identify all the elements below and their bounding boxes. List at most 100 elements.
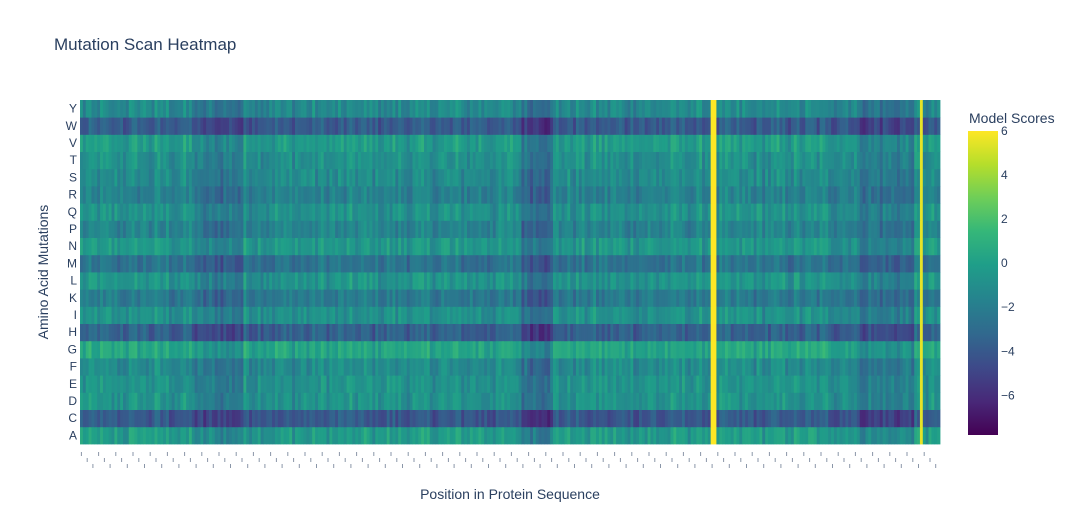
heatmap-cell bbox=[593, 220, 597, 238]
heatmap-cell bbox=[911, 272, 915, 290]
heatmap-cell bbox=[504, 392, 508, 410]
heatmap-cell bbox=[596, 237, 600, 256]
heatmap-cell bbox=[435, 358, 439, 376]
heatmap-cell bbox=[879, 220, 884, 238]
heatmap-cell bbox=[742, 358, 746, 376]
heatmap-cell bbox=[151, 340, 155, 359]
heatmap-cell bbox=[736, 203, 740, 221]
heatmap-cell bbox=[424, 237, 428, 256]
heatmap-cell bbox=[360, 254, 365, 273]
heatmap-cell bbox=[845, 409, 849, 428]
heatmap-cell bbox=[383, 306, 388, 324]
heatmap-cell bbox=[773, 237, 777, 256]
heatmap-cell bbox=[455, 168, 459, 187]
heatmap-cell bbox=[481, 289, 485, 307]
heatmap-cell bbox=[518, 340, 522, 359]
heatmap-cell bbox=[707, 168, 712, 187]
heatmap-cell bbox=[289, 272, 293, 290]
heatmap-cell bbox=[426, 289, 431, 307]
heatmap-cell bbox=[796, 306, 800, 324]
heatmap-cell bbox=[438, 306, 442, 324]
heatmap-cell bbox=[636, 426, 640, 445]
heatmap-cell bbox=[203, 168, 207, 187]
heatmap-cell bbox=[492, 306, 497, 324]
heatmap-cell bbox=[765, 323, 769, 342]
heatmap-cell bbox=[828, 375, 832, 393]
heatmap-cell bbox=[673, 358, 677, 376]
heatmap-cell bbox=[607, 272, 611, 290]
heatmap-cell bbox=[272, 272, 276, 290]
heatmap-cell bbox=[151, 272, 155, 290]
heatmap-cell bbox=[621, 392, 626, 410]
heatmap-cell bbox=[283, 272, 287, 290]
heatmap-cell bbox=[630, 323, 634, 342]
heatmap-cell bbox=[148, 340, 153, 359]
heatmap-cell bbox=[753, 323, 757, 342]
heatmap-cell bbox=[289, 392, 293, 410]
heatmap-cell bbox=[352, 306, 356, 324]
heatmap-cell bbox=[865, 358, 869, 376]
heatmap-cell bbox=[398, 203, 402, 221]
heatmap-cell bbox=[246, 186, 250, 204]
heatmap-cell bbox=[581, 168, 585, 187]
heatmap-cell bbox=[736, 375, 740, 393]
heatmap-cell bbox=[140, 254, 144, 273]
heatmap-cell bbox=[174, 289, 178, 307]
heatmap-cell bbox=[544, 306, 548, 324]
heatmap-cell bbox=[358, 375, 362, 393]
heatmap-cell bbox=[813, 375, 818, 393]
heatmap-cell bbox=[151, 392, 155, 410]
heatmap-cell bbox=[166, 323, 170, 342]
heatmap-cell bbox=[753, 426, 757, 445]
heatmap-cell bbox=[458, 272, 462, 290]
heatmap-cell bbox=[395, 186, 399, 204]
heatmap-cell bbox=[151, 409, 155, 428]
heatmap-cell bbox=[811, 254, 815, 273]
heatmap-cell bbox=[664, 306, 669, 324]
heatmap-cell bbox=[455, 151, 459, 170]
heatmap-cell bbox=[524, 186, 528, 204]
heatmap-cell bbox=[277, 237, 282, 256]
heatmap-cell bbox=[639, 254, 643, 273]
heatmap-cell bbox=[481, 220, 485, 238]
heatmap-cell bbox=[137, 323, 141, 342]
heatmap-cell bbox=[191, 323, 196, 342]
heatmap-cell bbox=[567, 203, 571, 221]
heatmap-cell bbox=[226, 168, 230, 187]
heatmap-cell bbox=[484, 203, 488, 221]
heatmap-cell bbox=[578, 254, 583, 273]
heatmap-cell bbox=[756, 272, 760, 290]
heatmap-cell bbox=[793, 306, 798, 324]
heatmap-cell bbox=[194, 220, 198, 238]
heatmap-cell bbox=[446, 358, 451, 376]
heatmap-cell bbox=[902, 186, 906, 204]
heatmap-cell bbox=[879, 340, 884, 359]
heatmap-cell bbox=[395, 375, 399, 393]
heatmap-cell bbox=[220, 151, 224, 170]
heatmap-cell bbox=[524, 151, 528, 170]
heatmap-cell bbox=[211, 289, 216, 307]
heatmap-cell bbox=[188, 237, 193, 256]
heatmap-cell bbox=[383, 375, 388, 393]
heatmap-cell bbox=[401, 237, 405, 256]
heatmap-cell bbox=[510, 426, 514, 445]
heatmap-cell bbox=[386, 358, 390, 376]
heatmap-cell bbox=[249, 272, 253, 290]
heatmap-cell bbox=[555, 306, 560, 324]
heatmap-cell bbox=[584, 272, 588, 290]
heatmap-cell bbox=[487, 306, 491, 324]
heatmap-cell bbox=[931, 186, 935, 204]
heatmap-cell bbox=[745, 323, 749, 342]
heatmap-cell bbox=[123, 272, 127, 290]
heatmap-cell bbox=[369, 358, 373, 376]
heatmap-cell bbox=[295, 409, 299, 428]
heatmap-cell bbox=[481, 237, 485, 256]
heatmap-cell bbox=[587, 220, 591, 238]
heatmap-cell bbox=[822, 186, 826, 204]
heatmap-cell bbox=[91, 340, 95, 359]
heatmap-cell bbox=[518, 358, 522, 376]
heatmap-cell bbox=[120, 220, 124, 238]
heatmap-cell bbox=[756, 426, 760, 445]
heatmap-cell bbox=[564, 254, 568, 273]
heatmap-cell bbox=[446, 237, 451, 256]
